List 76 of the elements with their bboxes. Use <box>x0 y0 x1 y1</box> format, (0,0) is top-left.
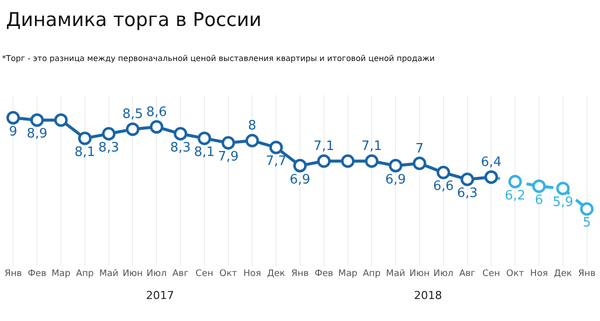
point <box>222 136 236 150</box>
data-label: 7,1 <box>314 138 334 154</box>
x-tick-label: Фев <box>28 269 46 279</box>
point <box>412 156 426 170</box>
point <box>174 127 188 141</box>
data-label: 5,9 <box>552 195 574 210</box>
x-tick-label: Апр <box>76 269 94 279</box>
x-tick-label: Авг <box>172 269 189 279</box>
data-label: 7,1 <box>361 138 382 154</box>
point <box>245 134 259 148</box>
point <box>364 154 378 168</box>
data-label: 9 <box>9 124 18 140</box>
data-label: 8,5 <box>122 107 144 122</box>
point <box>436 166 450 180</box>
x-tick-label: Дек <box>267 269 286 279</box>
point <box>293 158 307 172</box>
x-tick-label: Авг <box>459 269 476 279</box>
x-tick-label: Дек <box>554 269 572 279</box>
point <box>30 113 44 127</box>
point <box>198 132 212 146</box>
x-tick-label: Мар <box>51 269 71 279</box>
x-tick-label: Янв <box>578 269 596 279</box>
x-tick-label: Янв <box>291 269 309 279</box>
x-tick-label: Сен <box>482 269 500 279</box>
text: 2017 <box>146 289 174 302</box>
x-tick-label: Июл <box>433 269 454 279</box>
data-label: 6 <box>534 192 544 208</box>
text: 2018 <box>414 289 442 302</box>
point <box>150 120 164 134</box>
point <box>460 172 474 186</box>
x-tick-label: Янв <box>4 269 22 279</box>
point <box>556 182 570 196</box>
point <box>388 158 402 172</box>
data-label: 8,6 <box>146 104 167 120</box>
point <box>6 111 20 125</box>
point <box>102 127 116 141</box>
data-label: 8,3 <box>170 140 191 156</box>
x-tick-label: Апр <box>362 269 381 279</box>
x-tick-label: Май <box>386 269 406 279</box>
chart-title: Динамика торга в России <box>6 9 262 32</box>
data-label: 6,6 <box>433 179 454 194</box>
point <box>580 202 594 216</box>
data-label: 8,1 <box>194 144 215 160</box>
data-label: 6,4 <box>480 154 502 170</box>
data-label: 7 <box>415 141 424 156</box>
data-label: 6,9 <box>385 172 406 188</box>
data-label: 8,9 <box>26 126 48 142</box>
x-tick-label: Окт <box>506 269 524 279</box>
data-label: 6,9 <box>290 172 310 188</box>
point <box>78 132 92 146</box>
x-tick-label: Ноя <box>530 269 548 279</box>
x-tick-label: Май <box>99 269 118 279</box>
data-label: 8,3 <box>98 140 120 156</box>
x-tick-label: Сен <box>196 269 214 279</box>
x-tick-label: Фев <box>314 269 334 279</box>
data-label: 7,9 <box>218 150 239 165</box>
point <box>317 154 331 168</box>
x-tick-label: Июн <box>409 269 430 279</box>
x-tick-label: Ноя <box>243 269 262 279</box>
chart-subtitle: *Торг - это разница между первоначальной ценой выставления квартиры и итоговой ценой продажи <box>2 54 435 63</box>
x-tick-label: Июн <box>122 269 143 279</box>
x-tick-label: Мар <box>338 269 358 279</box>
data-label: 6,3 <box>456 186 478 201</box>
data-label: 7,7 <box>266 154 286 170</box>
point <box>269 140 283 154</box>
data-label: 5 <box>582 216 591 231</box>
x-tick-label: Июл <box>146 269 167 279</box>
data-label: 8 <box>248 118 256 134</box>
data-label: 8,1 <box>74 144 96 160</box>
point <box>532 179 546 193</box>
point <box>341 154 355 168</box>
point <box>54 113 68 127</box>
data-label: 6,2 <box>504 188 526 204</box>
point <box>508 174 522 188</box>
x-tick-label: Окт <box>219 269 238 279</box>
point <box>126 122 140 136</box>
